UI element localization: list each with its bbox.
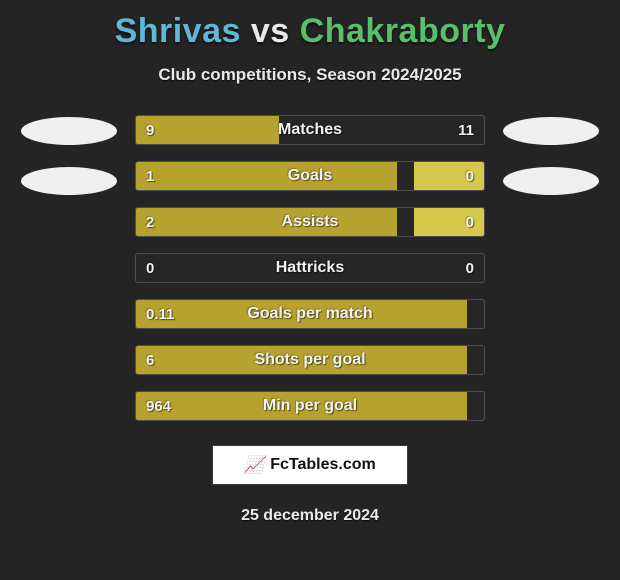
player1-club-badge [21,117,117,145]
player2-flag-badge [503,167,599,195]
stat-bar-fill-right [414,208,484,236]
stat-bar-fill-left [136,208,397,236]
stat-bar-fill-left [136,346,467,374]
player1-name: Shrivas [115,12,241,50]
comparison-title: Shrivas vs Chakraborty [115,12,506,51]
stat-bar-fill-left [136,392,467,420]
player2-badge-col [491,115,611,421]
stat-bar-fill-left [136,300,467,328]
stat-bar: 2Assists0 [135,207,485,237]
brand-chart-icon: 📈 [244,455,264,475]
comparison-card: Shrivas vs Chakraborty Club competitions… [0,0,620,580]
stat-bar: 1Goals0 [135,161,485,191]
stat-bar-fill-left [136,162,397,190]
stats-area: 9Matches11 1Goals0 2Assists0 0Hattricks0 0.1… [0,115,620,421]
stat-value-right: 0 [466,254,474,282]
player1-badge-col [9,115,129,421]
stat-bar: 0Hattricks0 [135,253,485,283]
player1-flag-badge [21,167,117,195]
stat-bar-fill-right [414,162,484,190]
stat-bar-fill-left [136,116,279,144]
date-line: 25 december 2024 [241,507,379,525]
subtitle: Club competitions, Season 2024/2025 [158,65,461,85]
title-vs: vs [251,12,290,50]
stat-value-right: 11 [458,116,474,144]
brand-box[interactable]: 📈 FcTables.com [212,445,408,485]
player2-name: Chakraborty [300,12,506,50]
stat-bar: 9Matches11 [135,115,485,145]
brand-text: FcTables.com [270,456,376,474]
stat-label: Hattricks [136,254,484,282]
stat-value-left: 0 [146,254,154,282]
stat-bars: 9Matches11 1Goals0 2Assists0 0Hattricks0 0.1… [135,115,485,421]
stat-bar: 964Min per goal [135,391,485,421]
stat-bar: 6Shots per goal [135,345,485,375]
player2-club-badge [503,117,599,145]
stat-bar: 0.11Goals per match [135,299,485,329]
